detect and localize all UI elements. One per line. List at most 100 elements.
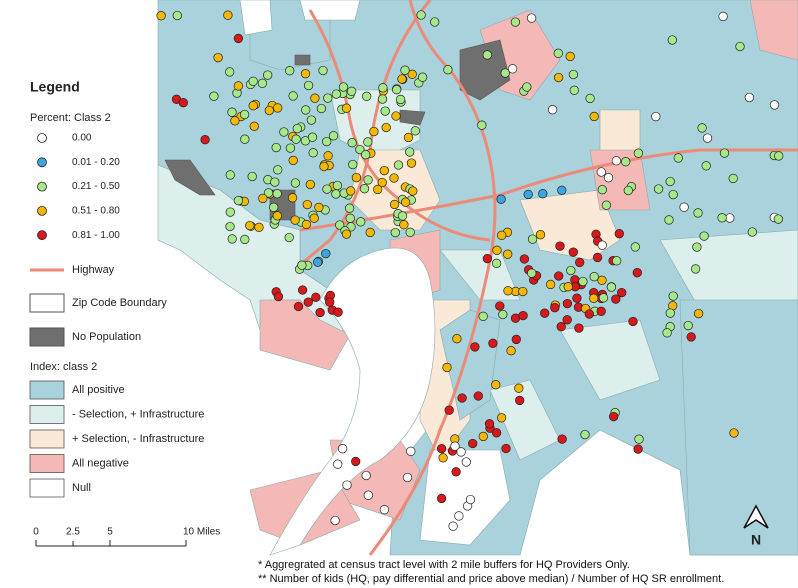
tract-dot [653,184,664,194]
tract-dot [498,309,508,320]
tract-dot [410,126,420,136]
tract-dot [272,211,282,221]
index-swatch [29,380,65,400]
tract [749,0,798,61]
tract-dot [342,480,352,490]
tract-dot [632,268,642,278]
tract-dot [456,447,466,457]
tract-dot [322,184,332,194]
tract-dot [612,256,622,266]
tract-dot [562,315,572,325]
tract-dot [392,85,402,95]
footnote: * Aggregrated at census tract level with… [258,559,630,571]
tract-dot [461,457,471,467]
tract-dot [701,161,711,171]
tract-dot [333,459,343,469]
tract-dot [633,148,644,158]
tract-dot [522,82,532,92]
tract-dot [369,126,379,137]
tract-dot [503,286,513,296]
tract-dot [257,78,268,88]
map [156,0,798,556]
tract-dot [363,137,373,147]
tract-dot [565,51,575,62]
tract-dot [377,177,387,188]
tract-dot [693,308,704,319]
tract-dot [297,285,308,295]
tract-dot [628,316,638,327]
tract-dot [668,291,678,301]
tract-dot [380,106,390,116]
zip-swatch [29,293,65,313]
tract-dot [562,298,573,309]
tract-dot [596,306,606,316]
tract-dot [589,293,599,303]
tract-dot [323,93,333,103]
tract-dot [606,282,617,292]
tract-dot [495,301,505,311]
tract-dot [719,148,730,158]
tract-dot [279,127,289,137]
tract-dot [519,254,530,264]
tract-dot [436,493,447,504]
tract-dot [309,213,319,223]
tract-dot [365,227,375,238]
tract-dot [603,173,614,183]
tract-dot [744,92,755,103]
tract-dot [501,443,511,454]
tract-dot [346,86,357,96]
tract-dot [249,121,259,131]
index-label: + Selection, - Infrastructure [72,433,204,445]
tract-dot [518,286,528,297]
tract-dot [457,393,467,403]
tract-dot [497,230,507,240]
tract-dot [156,11,166,21]
tract-dot [686,332,696,342]
tract-dot [769,100,780,110]
tract [559,319,661,401]
tract-dot [318,65,328,76]
tract-dot [444,405,454,415]
tract-dot [233,33,244,44]
scale-label: 2.5 [66,527,80,538]
tract-dot [664,215,674,225]
tract-dot [492,245,502,255]
tract-dot [555,241,565,251]
tract-dot [442,362,452,373]
tract-dot [297,260,307,270]
tract-dot [554,271,564,281]
index-swatch [29,405,65,424]
tract-dot [223,10,233,20]
tract-dot [568,247,578,257]
tract-dot [288,91,298,101]
tract-dot [465,494,476,505]
tract-dot [407,69,417,79]
percent-swatch [37,205,47,216]
index-swatch [29,429,65,449]
tract-dot [330,515,340,526]
tract-dot [397,74,407,84]
tract-dot [293,301,304,312]
tract-dot [300,69,311,79]
tract-dot [774,151,784,161]
tract-dot [527,268,537,278]
tract-dot [473,391,483,401]
no-population-label: No Population [72,331,141,343]
tract-dot [347,138,357,148]
tract-dot [287,193,298,203]
tract-dot [240,234,250,245]
tract-dot [597,275,607,285]
tract-dot [617,287,627,298]
tract-dot [346,186,356,196]
tract-dot [272,189,282,199]
tract-dot [227,107,237,117]
tract-dot [566,265,576,276]
tract-dot [321,248,331,259]
percent-label: 0.51 - 0.80 [72,206,120,217]
tract-dot [507,64,518,74]
tract-dot [269,202,279,212]
tract-dot [572,293,582,303]
tract-dot [598,293,609,303]
tract-dot [478,311,488,321]
tract-dot [333,307,343,317]
